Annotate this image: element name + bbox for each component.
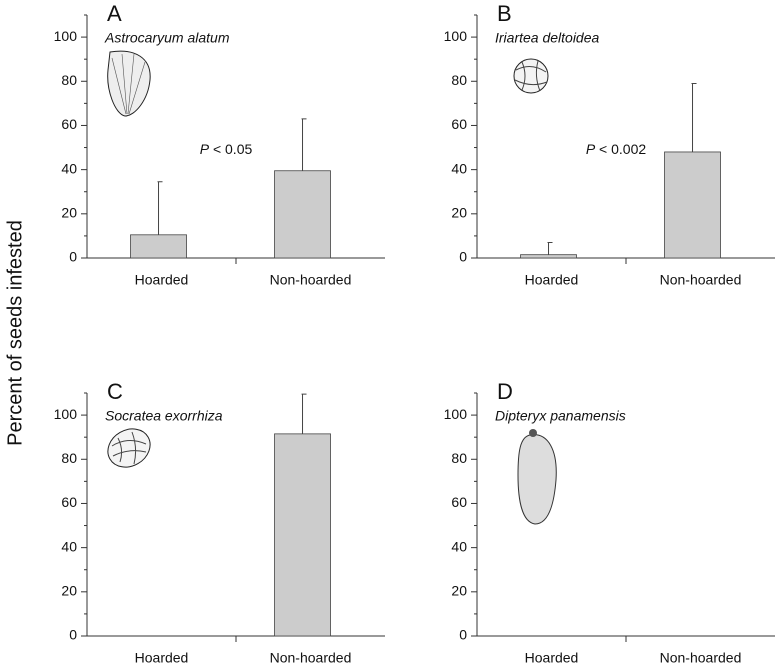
y-tick-label: 40: [451, 160, 467, 176]
seed-icon-d: [517, 429, 557, 525]
y-tick-label: 40: [61, 538, 77, 554]
y-tick-label: 100: [444, 28, 468, 44]
x-tick-label: Non-hoarded: [270, 272, 352, 288]
y-tick-label: 40: [61, 160, 77, 176]
x-tick-label: Hoarded: [525, 272, 579, 288]
y-tick-label: 20: [451, 205, 467, 221]
x-tick-label: Non-hoarded: [660, 272, 742, 288]
y-tick-label: 100: [54, 28, 78, 44]
y-tick-label: 0: [69, 627, 77, 643]
error-bar: [301, 393, 307, 434]
x-tick-label: Non-hoarded: [660, 650, 742, 666]
x-tick-label: Non-hoarded: [270, 650, 352, 666]
y-tick-label: 60: [451, 494, 467, 510]
bar: [274, 170, 331, 259]
x-tick-label: Hoarded: [135, 272, 189, 288]
p-value: P < 0.002: [586, 140, 647, 156]
y-tick-label: 0: [69, 249, 77, 265]
bar: [664, 151, 721, 259]
panel-letter: C: [107, 379, 123, 404]
species-name: Dipteryx panamensis: [495, 408, 626, 424]
bar: [274, 433, 331, 637]
panel-letter: B: [497, 1, 512, 26]
panel-letter: D: [497, 379, 513, 404]
y-tick-label: 40: [451, 538, 467, 554]
y-tick-label: 100: [54, 406, 78, 422]
y-tick-label: 0: [459, 249, 467, 265]
y-tick-label: 80: [61, 72, 77, 88]
y-tick-label: 60: [61, 494, 77, 510]
error-bar: [301, 118, 307, 171]
seed-icon-c: [107, 428, 151, 468]
species-name: Astrocaryum alatum: [104, 30, 230, 46]
x-tick-label: Hoarded: [525, 650, 579, 666]
y-tick-label: 20: [61, 205, 77, 221]
y-tick-label: 60: [61, 116, 77, 132]
y-tick-label: 60: [451, 116, 467, 132]
seed-icon-b: [513, 58, 549, 94]
x-tick-label: Hoarded: [135, 650, 189, 666]
y-axis-label: Percent of seeds infested: [4, 220, 26, 446]
bar: [130, 234, 187, 259]
y-tick-label: 0: [459, 627, 467, 643]
seed-icon-a: [107, 50, 151, 117]
species-name: Socratea exorrhiza: [105, 408, 223, 424]
y-tick-label: 20: [61, 583, 77, 599]
p-value: P < 0.05: [200, 140, 253, 156]
y-tick-label: 100: [444, 406, 468, 422]
error-bar: [691, 82, 697, 152]
error-bar: [157, 181, 163, 235]
panel-letter: A: [107, 1, 122, 26]
y-tick-label: 80: [451, 72, 467, 88]
y-tick-label: 20: [451, 583, 467, 599]
y-tick-label: 80: [451, 450, 467, 466]
error-bar: [547, 242, 553, 255]
y-tick-label: 80: [61, 450, 77, 466]
species-name: Iriartea deltoidea: [495, 30, 600, 46]
bar: [520, 254, 577, 259]
